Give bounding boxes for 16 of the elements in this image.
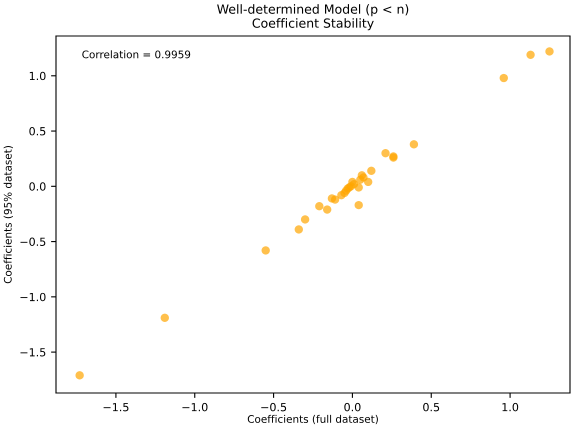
y-axis-title: Coefficients (95% dataset) — [4, 146, 13, 284]
y-tick-label: 0.5 — [29, 127, 46, 136]
y-tick-label: −1.5 — [20, 348, 46, 356]
x-tick-label: −0.5 — [261, 402, 286, 412]
y-tick-label: 0.0 — [29, 182, 46, 191]
x-tick-label: 0.0 — [344, 402, 361, 412]
x-tick-label: 0.5 — [423, 402, 440, 412]
x-tick-label: −1.5 — [104, 403, 128, 412]
y-tick-label: −0.5 — [20, 238, 46, 246]
x-tick-label: −1.0 — [182, 402, 208, 412]
y-tick-label: −1.0 — [20, 292, 46, 302]
chart-title: Well-determined Model (p < n) Coefficient Stability — [217, 4, 408, 30]
x-tick-label: 1.0 — [502, 402, 518, 412]
annotation: Correlation = 0.9959 — [82, 50, 190, 58]
x-axis-title: Coefficients (full dataset) — [248, 414, 378, 424]
y-tick-label: 1.0 — [30, 72, 46, 80]
